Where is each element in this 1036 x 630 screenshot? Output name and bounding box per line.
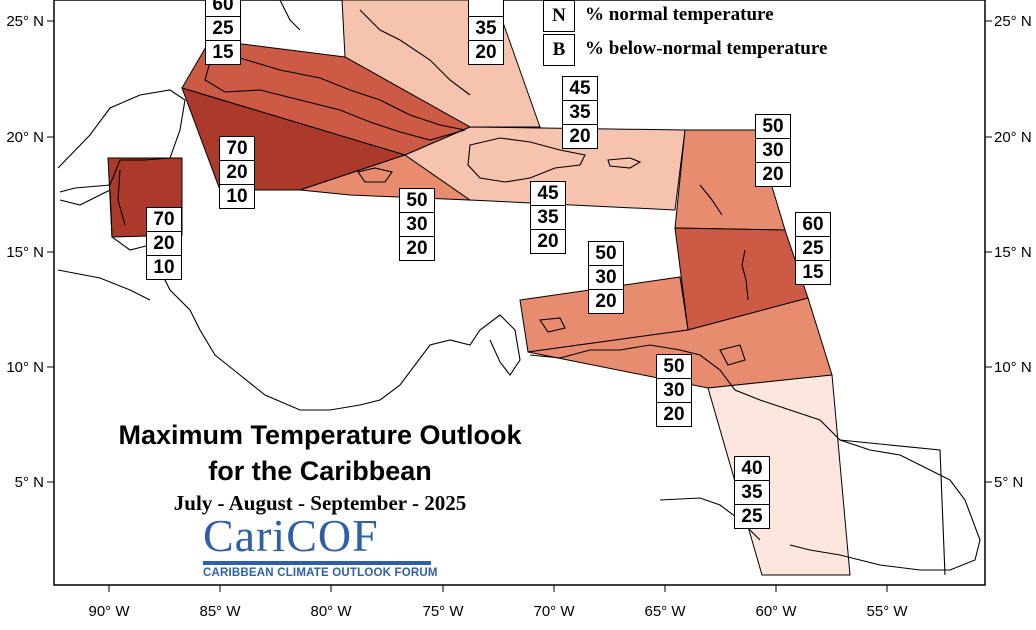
prob-value: 50 <box>595 243 617 264</box>
logo-wordmark: CariCOF <box>203 513 438 559</box>
prob-value: 20 <box>220 160 254 184</box>
prob-value: 35 <box>531 205 565 229</box>
prob-value: 30 <box>657 378 691 402</box>
lon-tick-labels: 90° W 85° W 80° W 75° W 70° W 65° W 60° … <box>88 603 908 620</box>
lat-tick-label: 25° N <box>6 13 44 30</box>
prob-box-trinidad: 50 30 20 <box>656 354 692 427</box>
prob-value: 20 <box>147 231 181 255</box>
prob-value: 15 <box>206 40 240 64</box>
logo-word-b: COF <box>286 510 379 561</box>
prob-value: 45 <box>537 183 559 204</box>
prob-value: 50 <box>663 356 685 377</box>
prob-value: 50 <box>406 190 428 211</box>
prob-box-belize: 70 20 10 <box>146 207 182 280</box>
prob-value: 20 <box>589 289 623 313</box>
prob-value: 40 <box>741 458 763 479</box>
lat-tick-label: 20° N <box>6 129 44 146</box>
lon-tick-label: 70° W <box>533 603 575 620</box>
prob-box-jamaica: 50 30 20 <box>399 188 435 261</box>
lon-tick-label: 65° W <box>644 603 686 620</box>
prob-value: 35 <box>563 100 597 124</box>
prob-value <box>469 0 503 16</box>
logo-rule <box>203 561 431 565</box>
lat-tick-labels-left: 25° N 20° N 15° N 10° N 5° N <box>6 13 44 491</box>
prob-box-leeward: 50 30 20 <box>755 114 791 187</box>
prob-value: 20 <box>563 124 597 148</box>
prob-value: 30 <box>589 265 623 289</box>
map-title-line1: Maximum Temperature Outlook <box>118 420 522 450</box>
lat-tick-label: 5° N <box>994 474 1023 491</box>
prob-box-bahamas: 35 20 <box>468 0 504 65</box>
lat-tick-label: 15° N <box>994 244 1032 261</box>
prob-value: 20 <box>400 236 434 260</box>
map-title-line2: for the Caribbean <box>208 456 432 486</box>
lat-tick-label: 15° N <box>6 244 44 261</box>
lat-tick-labels-right: 25° N 20° N 15° N 10° N 5° N <box>994 13 1032 491</box>
lon-tick-label: 55° W <box>866 603 908 620</box>
prob-value: 10 <box>220 184 254 208</box>
prob-value: 25 <box>206 16 240 40</box>
prob-value: 20 <box>469 40 503 64</box>
prob-value: 70 <box>226 138 248 159</box>
prob-value: 20 <box>531 229 565 253</box>
lon-tick-label: 60° W <box>755 603 797 620</box>
axis-ticks <box>47 20 992 592</box>
prob-box-windward: 60 25 15 <box>795 212 831 285</box>
coastlines <box>57 0 981 576</box>
prob-value: 30 <box>756 138 790 162</box>
prob-value: 50 <box>762 116 784 137</box>
prob-value: 20 <box>756 162 790 186</box>
lon-tick-label: 75° W <box>422 603 464 620</box>
prob-value: 20 <box>657 402 691 426</box>
lat-tick-label: 5° N <box>15 474 44 491</box>
prob-value: 70 <box>153 209 175 230</box>
lon-tick-label: 85° W <box>199 603 241 620</box>
lon-tick-label: 90° W <box>88 603 130 620</box>
prob-value: 10 <box>147 255 181 279</box>
prob-box-guianas: 40 35 25 <box>734 456 770 529</box>
prob-value: 25 <box>735 504 769 528</box>
legend-text-normal: % normal temperature <box>585 4 774 25</box>
legend-text-below: % below-normal temperature <box>585 38 828 59</box>
lat-tick-label: 25° N <box>994 13 1032 30</box>
logo-word-a: Cari <box>203 510 287 561</box>
lat-tick-label: 10° N <box>6 359 44 376</box>
region-hispaniola <box>403 126 686 211</box>
season-label: July - August - September - 2025 <box>173 491 467 515</box>
prob-value: 35 <box>469 16 503 40</box>
prob-value: 35 <box>735 480 769 504</box>
prob-value: 60 <box>802 214 824 235</box>
prob-box-cayman: 70 20 10 <box>219 136 255 209</box>
prob-box-turks-caicos: 45 35 20 <box>562 76 598 149</box>
lat-tick-label: 20° N <box>994 129 1032 146</box>
legend-key-below: B <box>543 34 575 66</box>
prob-value: 15 <box>796 260 830 284</box>
legend-key-normal: N <box>543 0 575 32</box>
prob-value: 30 <box>400 212 434 236</box>
caricof-logo: CariCOF CARIBBEAN CLIMATE OUTLOOK FORUM <box>203 513 438 579</box>
prob-value: 60 <box>212 0 234 15</box>
prob-value: 45 <box>569 78 591 99</box>
lon-tick-label: 80° W <box>310 603 352 620</box>
prob-box-abc: 50 30 20 <box>588 241 624 314</box>
prob-value: 25 <box>796 236 830 260</box>
prob-box-cuba: 60 25 15 <box>205 0 241 65</box>
lat-tick-label: 10° N <box>994 359 1032 376</box>
prob-box-hispaniola: 45 35 20 <box>530 181 566 254</box>
logo-subtitle: CARIBBEAN CLIMATE OUTLOOK FORUM <box>203 567 438 579</box>
